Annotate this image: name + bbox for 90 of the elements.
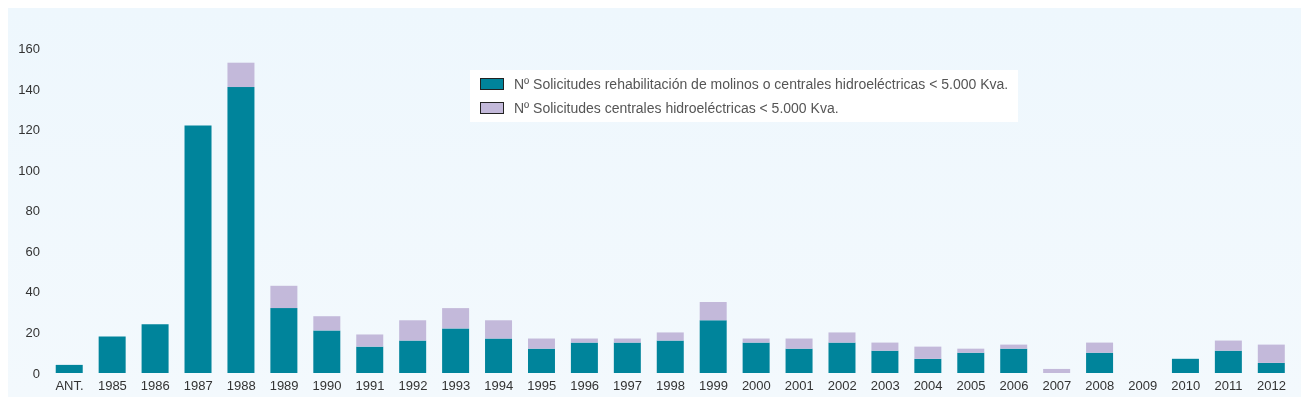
x-tick-label: 1986 (140, 378, 170, 394)
x-tick-label: 1990 (312, 378, 342, 394)
bar (785, 348, 813, 373)
bar (356, 346, 384, 373)
y-tick-label: 120 (18, 122, 40, 138)
bar (957, 352, 985, 373)
y-tick-label: 140 (18, 81, 40, 97)
x-tick-label: ANT. (55, 378, 84, 394)
x-tick-label: 2002 (827, 378, 857, 394)
x-tick-label: 1998 (656, 378, 685, 394)
bar (828, 332, 856, 343)
x-tick-label: 1993 (441, 378, 471, 394)
bar (1214, 340, 1242, 351)
y-tick-label: 160 (18, 41, 40, 57)
bar (656, 332, 684, 341)
bar (828, 342, 856, 373)
x-tick-label: 2003 (870, 378, 900, 394)
x-tick-label: 2004 (913, 378, 943, 394)
bar (485, 320, 513, 339)
x-tick-label: 1997 (613, 378, 643, 394)
bar (785, 338, 813, 349)
bar (699, 302, 727, 321)
x-tick-label: 2001 (784, 378, 814, 394)
bar (227, 62, 255, 88)
bar (270, 308, 298, 373)
bar (485, 338, 513, 373)
bar (613, 342, 641, 373)
bar (1086, 352, 1114, 373)
x-tick-label: 2010 (1171, 378, 1201, 394)
x-tick-label: 1999 (698, 378, 728, 394)
x-tick-label: 2011 (1214, 378, 1243, 394)
x-tick-label: 2005 (956, 378, 986, 394)
bar (742, 338, 770, 343)
bar (356, 334, 384, 347)
bar (699, 320, 727, 373)
bar (1214, 350, 1242, 373)
x-tick-label: 2000 (741, 378, 771, 394)
bar (570, 338, 598, 343)
x-tick-label: 1988 (226, 378, 256, 394)
x-tick-label: 2012 (1257, 378, 1286, 394)
bar (871, 342, 899, 351)
bar (55, 364, 83, 373)
x-tick-label: 1991 (355, 378, 385, 394)
bar (184, 125, 212, 373)
bar (399, 320, 427, 341)
x-tick-label: 1987 (183, 378, 213, 394)
bar (957, 348, 985, 353)
bar (1257, 362, 1285, 373)
bar (914, 358, 942, 373)
bar (270, 285, 298, 309)
x-tick-label: 2008 (1085, 378, 1115, 394)
bar (313, 330, 341, 373)
y-tick-label: 100 (18, 162, 40, 178)
bar (98, 336, 126, 373)
bar (442, 308, 470, 329)
bar (1257, 344, 1285, 363)
bar (613, 338, 641, 343)
bar (570, 342, 598, 373)
y-tick-label: 40 (25, 284, 40, 300)
x-tick-label: 2009 (1128, 378, 1158, 394)
y-tick-label: 80 (25, 203, 40, 219)
bar (527, 338, 555, 349)
bar (656, 340, 684, 373)
bar (227, 87, 255, 373)
bar (313, 316, 341, 331)
x-tick-label: 1985 (97, 378, 127, 394)
bar (1000, 344, 1028, 349)
bar (1043, 368, 1071, 373)
bar (442, 328, 470, 373)
y-tick-label: 60 (25, 243, 40, 259)
bar (141, 324, 169, 373)
x-tick-label: 1996 (570, 378, 600, 394)
bar (1171, 358, 1199, 373)
bar (742, 342, 770, 373)
bar (399, 340, 427, 373)
x-tick-label: 1994 (484, 378, 514, 394)
bar (527, 348, 555, 373)
x-tick-label: 1989 (269, 378, 299, 394)
legend-label: Nº Solicitudes rehabilitación de molinos o centrales hidroeléctricas < 5.000 Kva. (513, 75, 1009, 94)
bar (871, 350, 899, 373)
x-tick-label: 1992 (398, 378, 428, 394)
x-tick-label: 2006 (999, 378, 1029, 394)
y-tick-label: 20 (25, 325, 40, 341)
x-tick-label: 2007 (1042, 378, 1072, 394)
x-tick-label: 1995 (527, 378, 557, 394)
legend-label: Nº Solicitudes centrales hidroeléctricas < 5.000 Kva. (513, 99, 840, 118)
bar (1000, 348, 1028, 373)
y-tick-label: 0 (32, 365, 40, 381)
bar (1086, 342, 1114, 353)
bar (914, 346, 942, 359)
